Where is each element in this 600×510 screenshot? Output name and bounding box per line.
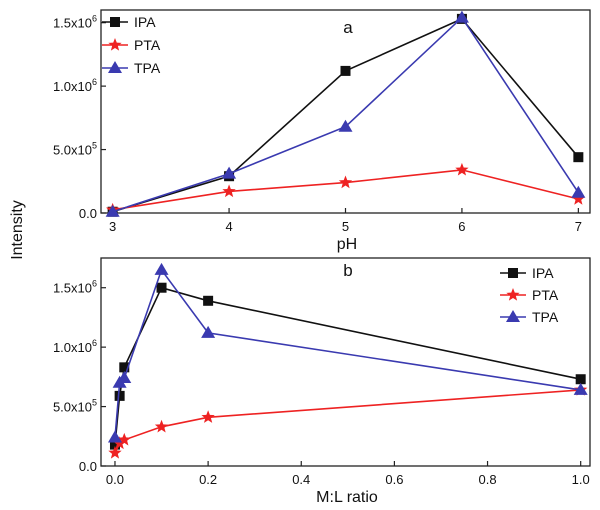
- legend-label: TPA: [134, 60, 161, 76]
- data-point: [105, 204, 120, 217]
- data-point: [112, 436, 127, 450]
- shared-y-axis-label: Intensity: [9, 200, 26, 260]
- series-tpa: [107, 262, 588, 443]
- series-line: [114, 286, 581, 445]
- y-tick-label: 0.0: [79, 459, 97, 474]
- series-line: [114, 389, 581, 454]
- series-ipa: [107, 13, 584, 217]
- x-tick-label: 5: [342, 219, 349, 234]
- x-tick-label: 0.6: [385, 472, 403, 487]
- data-point: [575, 374, 586, 385]
- x-tick-label: 1.0: [572, 472, 590, 487]
- panel-a: 3 4 5 6 7 0.0 5.0x105 1.0x106 1.5x106 a pH IPA PTA TP…: [53, 9, 591, 253]
- legend: IPA PTA TPA: [102, 14, 161, 76]
- data-point: [454, 10, 469, 23]
- y-tick-label: 1.5x106: [53, 14, 97, 31]
- data-point: [114, 390, 125, 401]
- data-point: [201, 325, 216, 338]
- data-point: [338, 175, 353, 189]
- data-point: [154, 262, 169, 275]
- x-tick-label: 0.2: [199, 472, 217, 487]
- plot-frame: [100, 257, 591, 467]
- x-tick-label: 4: [225, 219, 232, 234]
- data-point: [156, 282, 167, 293]
- legend-label: PTA: [134, 37, 161, 53]
- data-point: [108, 445, 122, 459]
- data-point: [571, 185, 586, 198]
- legend-label: IPA: [532, 265, 554, 281]
- x-tick-label: 6: [458, 219, 465, 234]
- x-tick-label: 3: [109, 219, 116, 234]
- legend-label: PTA: [532, 287, 559, 303]
- legend-marker: [110, 17, 120, 27]
- data-point: [117, 371, 132, 384]
- y-tick-label: 1.5x106: [53, 279, 97, 296]
- legend-marker: [506, 310, 520, 322]
- data-point: [573, 152, 584, 163]
- panel-b: 0.0 0.2 0.4 0.6 0.8 1.0 0.0 5.0x105 1.0x106 1.5x1…: [53, 257, 591, 506]
- data-point: [222, 166, 237, 179]
- legend-label: IPA: [134, 14, 156, 30]
- data-point: [107, 430, 122, 443]
- x-tick-label: 7: [575, 219, 582, 234]
- series-pta: [105, 162, 586, 216]
- x-tick-label: 0.0: [106, 472, 124, 487]
- x-tick-label: 0.8: [479, 472, 497, 487]
- series-line: [114, 268, 581, 438]
- data-point: [340, 65, 351, 76]
- y-tick-label: 1.0x106: [53, 77, 97, 94]
- y-tick-label: 5.0x105: [53, 141, 97, 158]
- x-axis-label: M:L ratio: [316, 489, 378, 506]
- data-point: [571, 192, 586, 205]
- y-tick-label: 5.0x105: [53, 398, 97, 415]
- legend: IPA PTA TPA: [500, 265, 559, 325]
- x-tick-label: 0.4: [292, 472, 310, 487]
- data-point: [203, 295, 214, 306]
- legend-label: TPA: [532, 309, 559, 325]
- data-point: [117, 432, 131, 446]
- legend-marker: [108, 61, 122, 73]
- x-axis-label: pH: [337, 236, 357, 253]
- data-point: [154, 419, 169, 433]
- data-point: [201, 410, 215, 423]
- y-tick-label: 1.0x106: [53, 338, 97, 355]
- panel-letter: a: [343, 18, 353, 37]
- legend-marker: [506, 288, 520, 301]
- series-pta: [108, 382, 588, 459]
- panel-letter: b: [343, 261, 352, 280]
- series-tpa: [105, 10, 586, 217]
- data-point: [119, 362, 130, 373]
- data-point: [222, 184, 236, 198]
- data-point: [109, 439, 120, 450]
- data-point: [455, 162, 469, 176]
- series-ipa: [109, 282, 586, 450]
- data-point: [573, 382, 588, 395]
- data-point: [338, 119, 353, 132]
- y-tick-label: 0.0: [79, 206, 97, 221]
- legend-marker: [508, 268, 518, 278]
- legend-marker: [108, 38, 122, 51]
